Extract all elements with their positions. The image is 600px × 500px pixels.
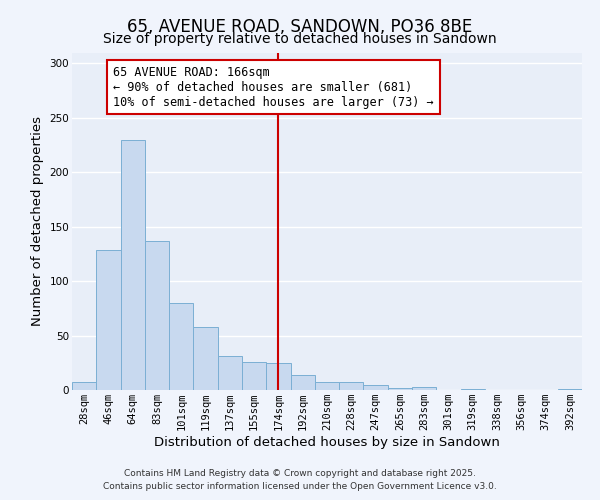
Bar xyxy=(121,140,145,390)
Bar xyxy=(364,384,388,390)
Bar xyxy=(412,386,436,390)
Bar xyxy=(218,356,242,390)
Bar xyxy=(558,389,582,390)
Bar xyxy=(169,303,193,390)
Text: 65, AVENUE ROAD, SANDOWN, PO36 8BE: 65, AVENUE ROAD, SANDOWN, PO36 8BE xyxy=(127,18,473,36)
Bar xyxy=(266,363,290,390)
Bar xyxy=(461,389,485,390)
X-axis label: Distribution of detached houses by size in Sandown: Distribution of detached houses by size … xyxy=(154,436,500,449)
Bar xyxy=(145,241,169,390)
Bar xyxy=(388,388,412,390)
Bar xyxy=(193,327,218,390)
Bar xyxy=(72,382,96,390)
Text: Size of property relative to detached houses in Sandown: Size of property relative to detached ho… xyxy=(103,32,497,46)
Bar xyxy=(315,382,339,390)
Text: Contains HM Land Registry data © Crown copyright and database right 2025.
Contai: Contains HM Land Registry data © Crown c… xyxy=(103,470,497,491)
Text: 65 AVENUE ROAD: 166sqm
← 90% of detached houses are smaller (681)
10% of semi-de: 65 AVENUE ROAD: 166sqm ← 90% of detached… xyxy=(113,66,434,108)
Bar xyxy=(242,362,266,390)
Bar xyxy=(96,250,121,390)
Y-axis label: Number of detached properties: Number of detached properties xyxy=(31,116,44,326)
Bar xyxy=(290,375,315,390)
Bar xyxy=(339,382,364,390)
